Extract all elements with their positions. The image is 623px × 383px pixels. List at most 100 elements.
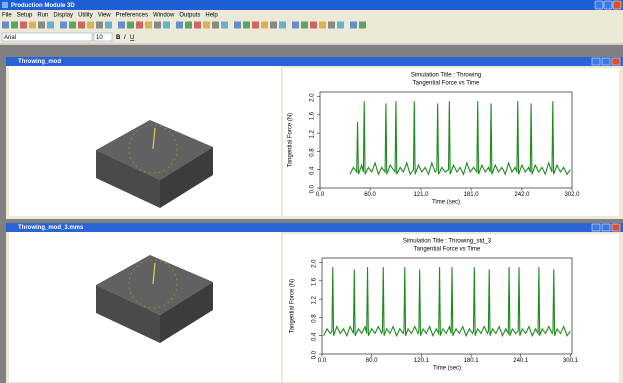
tool-button[interactable] — [2, 22, 9, 29]
menu-item[interactable]: View — [98, 13, 112, 19]
title-bar — [0, 0, 623, 10]
close-button[interactable] — [612, 58, 620, 65]
x-tick-label: 120.1 — [414, 358, 430, 364]
tool-button[interactable] — [136, 22, 143, 29]
tool-button[interactable] — [96, 22, 103, 29]
chart-title: Simulation Title : Throwing_std_3 — [403, 239, 492, 245]
font-size: 10 — [96, 35, 103, 41]
tool-button[interactable] — [69, 22, 76, 29]
tool-button[interactable] — [118, 22, 125, 29]
x-tick-label: 60.0 — [364, 192, 376, 198]
tool-button[interactable] — [145, 22, 152, 29]
x-axis-title: Time (sec) — [433, 366, 461, 372]
menu-item[interactable]: Help — [205, 13, 218, 19]
tool-button[interactable] — [359, 22, 366, 29]
bold-button[interactable]: B — [116, 35, 121, 41]
tool-button[interactable] — [292, 22, 299, 29]
tool-button[interactable] — [301, 22, 308, 29]
y-tick-label: 0.0 — [310, 184, 316, 193]
tool-button[interactable] — [212, 22, 219, 29]
tool-button[interactable] — [185, 22, 192, 29]
tool-button[interactable] — [87, 22, 94, 29]
window-title-bar — [6, 223, 623, 232]
menu-item[interactable]: Preferences — [116, 13, 148, 19]
app-icon — [2, 2, 8, 8]
minimize-button[interactable] — [592, 58, 600, 65]
chart-subtitle: Tangential Force vs Time — [414, 247, 481, 253]
x-tick-label: 300.1 — [563, 358, 579, 364]
tool-button[interactable] — [279, 22, 286, 29]
maximize-button[interactable] — [604, 1, 612, 9]
y-tick-label: 1.2 — [312, 295, 318, 304]
tool-button[interactable] — [350, 22, 357, 29]
x-tick-label: 121.0 — [413, 192, 429, 198]
y-axis-title: Tangential Force (N) — [288, 113, 294, 167]
maximize-button[interactable] — [602, 58, 610, 65]
close-button[interactable] — [613, 1, 621, 9]
minimize-button[interactable] — [592, 224, 600, 231]
x-tick-label: 60.0 — [366, 358, 378, 364]
tool-button[interactable] — [310, 22, 317, 29]
underline-button[interactable]: U — [130, 35, 134, 41]
tool-button[interactable] — [261, 22, 268, 29]
menu-item[interactable]: Window — [153, 13, 175, 19]
x-tick-label: 302.0 — [564, 192, 580, 198]
tool-button[interactable] — [38, 22, 45, 29]
menu-bar — [0, 10, 623, 19]
x-tick-label: 180.1 — [464, 358, 480, 364]
tool-button[interactable] — [127, 22, 134, 29]
menu-item[interactable]: File — [2, 13, 12, 19]
tool-button[interactable] — [78, 22, 85, 29]
tool-button[interactable] — [243, 22, 250, 29]
chart-title: Simulation Title : Throwing — [411, 73, 481, 79]
tool-button[interactable] — [154, 22, 161, 29]
maximize-button[interactable] — [602, 224, 610, 231]
y-tick-label: 0.4 — [312, 332, 318, 341]
y-tick-label: 0.0 — [312, 350, 318, 359]
menu-item[interactable]: Display — [53, 13, 73, 19]
tool-button[interactable] — [203, 22, 210, 29]
window-title: Throwing_mod_3.mms — [18, 225, 84, 231]
tool-button[interactable] — [221, 22, 228, 29]
tool-button[interactable] — [20, 22, 27, 29]
font-name: Arial — [4, 35, 16, 41]
window-title-bar — [6, 57, 623, 66]
menu-item[interactable]: Run — [37, 13, 48, 19]
tool-button[interactable] — [60, 22, 67, 29]
y-tick-label: 2.0 — [310, 93, 316, 102]
tool-button[interactable] — [176, 22, 183, 29]
close-button[interactable] — [612, 224, 620, 231]
y-axis-title: Tangential Force (N) — [290, 279, 296, 333]
tool-button[interactable] — [29, 22, 36, 29]
y-tick-label: 2.0 — [312, 259, 318, 268]
tool-button[interactable] — [234, 22, 241, 29]
tool-button[interactable] — [270, 22, 277, 29]
tool-button[interactable] — [328, 22, 335, 29]
y-tick-label: 0.4 — [310, 166, 316, 175]
tool-button[interactable] — [194, 22, 201, 29]
menu-item[interactable]: Outputs — [179, 13, 200, 19]
page: {"app": {"title": "Production Module 3D"… — [0, 0, 623, 383]
minimize-button[interactable] — [595, 1, 603, 9]
y-tick-label: 1.2 — [310, 129, 316, 138]
app-title: Production Module 3D — [11, 3, 75, 9]
tool-button[interactable] — [319, 22, 326, 29]
chart-subtitle: Tangential Force vs Time — [413, 81, 480, 87]
x-tick-label: 0.0 — [316, 192, 325, 198]
menu-item[interactable]: Utility — [78, 13, 93, 19]
menu-item[interactable]: Setup — [17, 13, 33, 19]
x-tick-label: 181.0 — [464, 192, 480, 198]
tool-button[interactable] — [337, 22, 344, 29]
x-tick-label: 0.0 — [318, 358, 327, 364]
y-tick-label: 1.6 — [310, 111, 316, 120]
tool-button[interactable] — [47, 22, 54, 29]
tool-button[interactable] — [252, 22, 259, 29]
y-tick-label: 0.8 — [310, 148, 316, 157]
tool-button[interactable] — [11, 22, 18, 29]
tool-button[interactable] — [105, 22, 112, 29]
window-title: Throwing_mod — [18, 59, 61, 65]
x-axis-title: Time (sec) — [432, 200, 460, 206]
x-tick-label: 242.0 — [514, 192, 530, 198]
tool-button[interactable] — [163, 22, 170, 29]
y-tick-label: 0.8 — [312, 314, 318, 323]
